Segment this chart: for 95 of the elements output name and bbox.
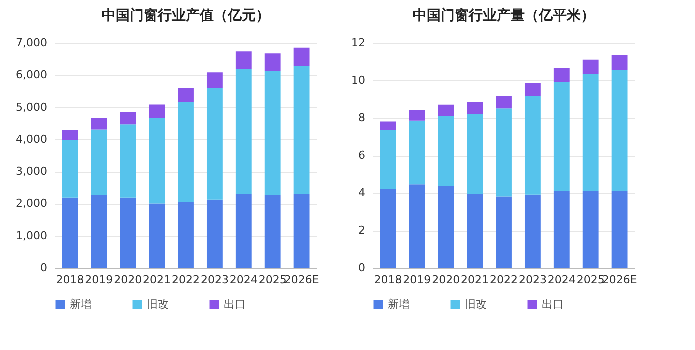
x-tick-label: 2024 bbox=[230, 274, 258, 286]
bar bbox=[409, 184, 426, 268]
bar bbox=[380, 122, 396, 130]
y-tick-label: 12 bbox=[352, 36, 366, 50]
y-tick-label: 6 bbox=[358, 149, 366, 162]
x-tick-label: 2026E bbox=[602, 274, 638, 286]
bar bbox=[178, 88, 194, 102]
legend-label: 旧改 bbox=[465, 298, 487, 311]
y-tick-label: 2 bbox=[358, 224, 366, 237]
bar bbox=[62, 140, 78, 198]
x-tick-label: 2020 bbox=[114, 274, 142, 286]
bar bbox=[294, 48, 310, 66]
bar bbox=[582, 191, 599, 268]
x-tick-label: 2023 bbox=[200, 274, 229, 286]
x-tick-label: 2021 bbox=[461, 274, 490, 286]
bar bbox=[206, 88, 223, 200]
bar bbox=[438, 116, 454, 186]
bar bbox=[380, 189, 396, 268]
bar bbox=[236, 69, 252, 194]
legend-label: 旧改 bbox=[147, 298, 169, 311]
y-tick-label: 3,000 bbox=[16, 165, 48, 178]
bar bbox=[612, 55, 628, 70]
y-tick-label: 5,000 bbox=[16, 100, 48, 114]
x-tick-label: 2022 bbox=[490, 274, 518, 286]
bar bbox=[91, 118, 108, 130]
bar bbox=[120, 198, 136, 268]
bar bbox=[62, 198, 78, 268]
bar bbox=[554, 191, 570, 268]
bar bbox=[294, 194, 310, 268]
y-tick-label: 10 bbox=[352, 74, 366, 87]
bar bbox=[582, 74, 599, 192]
bar bbox=[524, 96, 541, 195]
bar bbox=[206, 72, 223, 88]
bar bbox=[496, 108, 512, 197]
y-tick-label: 2,000 bbox=[16, 197, 48, 210]
chart-title: 中国门窗行业产量（亿平米） bbox=[413, 7, 595, 24]
bar bbox=[467, 194, 484, 268]
bar bbox=[120, 124, 136, 198]
y-tick-label: 4 bbox=[358, 186, 366, 200]
bar bbox=[524, 83, 541, 96]
bar bbox=[409, 110, 426, 121]
x-tick-label: 2024 bbox=[548, 274, 576, 286]
bar bbox=[62, 130, 78, 140]
bar bbox=[409, 120, 426, 185]
x-tick-label: 2026E bbox=[284, 274, 320, 286]
bar bbox=[467, 102, 484, 114]
bar bbox=[149, 118, 166, 204]
bar bbox=[438, 186, 454, 268]
x-tick-label: 2023 bbox=[518, 274, 547, 286]
chart-title: 中国门窗行业产值（亿元） bbox=[102, 7, 270, 24]
bar bbox=[438, 104, 454, 116]
x-tick-label: 2020 bbox=[432, 274, 460, 286]
bar bbox=[264, 54, 281, 71]
bar bbox=[294, 66, 310, 194]
y-tick-label: 7,000 bbox=[16, 36, 48, 50]
x-tick-label: 2025 bbox=[258, 274, 287, 286]
bar bbox=[582, 60, 599, 74]
x-tick-label: 2021 bbox=[143, 274, 172, 286]
y-tick-label: 1,000 bbox=[16, 229, 48, 242]
legend-label: 出口 bbox=[542, 298, 564, 311]
bar bbox=[236, 194, 252, 268]
bar bbox=[496, 96, 512, 109]
x-tick-label: 2018 bbox=[56, 274, 84, 286]
bar bbox=[91, 130, 108, 196]
y-tick-label: 0 bbox=[358, 262, 366, 274]
bar bbox=[612, 191, 628, 268]
x-tick-label: 2019 bbox=[85, 274, 114, 286]
bar bbox=[206, 200, 223, 268]
legend-label: 新增 bbox=[388, 298, 410, 311]
bar bbox=[554, 68, 570, 82]
legend-label: 出口 bbox=[224, 298, 246, 311]
bar bbox=[91, 195, 108, 268]
y-tick-label: 0 bbox=[40, 262, 48, 274]
y-tick-label: 4,000 bbox=[16, 132, 48, 146]
y-tick-label: 8 bbox=[358, 112, 366, 124]
bar bbox=[178, 202, 194, 268]
bar bbox=[264, 195, 281, 268]
bar bbox=[380, 130, 396, 190]
bar bbox=[554, 82, 570, 192]
x-tick-label: 2022 bbox=[172, 274, 200, 286]
legend-label: 新增 bbox=[70, 298, 92, 311]
bar bbox=[612, 70, 628, 192]
bar bbox=[120, 112, 136, 125]
x-tick-label: 2019 bbox=[403, 274, 432, 286]
bar bbox=[236, 52, 252, 70]
bar bbox=[178, 102, 194, 202]
bar bbox=[496, 196, 512, 268]
bar bbox=[149, 104, 166, 118]
x-tick-label: 2025 bbox=[576, 274, 605, 286]
bar bbox=[149, 204, 166, 268]
bar bbox=[524, 194, 541, 268]
x-tick-label: 2018 bbox=[374, 274, 402, 286]
y-tick-label: 6,000 bbox=[16, 68, 48, 82]
bar bbox=[264, 70, 281, 196]
bar bbox=[467, 114, 484, 194]
